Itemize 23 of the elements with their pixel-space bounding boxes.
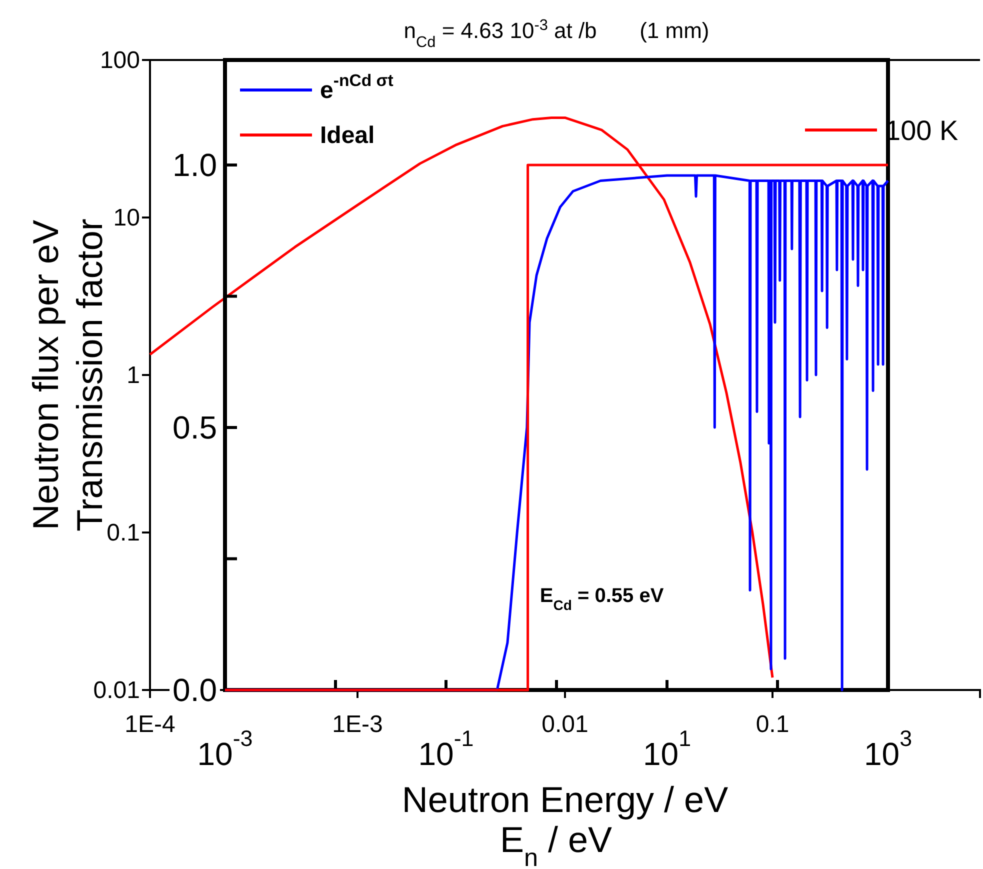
y-tick-label: 0.0	[172, 672, 217, 708]
legend-label: Ideal	[320, 122, 375, 148]
x-tick-label: 0.1	[756, 710, 790, 738]
x-tick-label: 1E-3	[332, 710, 383, 738]
x-tick-label: 10$^{1}$	[642, 726, 692, 772]
chart-title: n$_{Cd}$ = 4.63 10$^{-3}$ at /b (1 mm)	[404, 16, 710, 50]
legend-label: e$^{-nCd σt}$	[320, 71, 394, 104]
x-tick-label: 1E-4	[124, 710, 176, 738]
y-tick-label: 1	[126, 362, 140, 388]
y-tick-label: 0.5	[172, 410, 217, 446]
legend-label: 100 K	[885, 114, 958, 146]
x-tick-label: 10$^{3}$	[864, 726, 912, 772]
x-axis-title: Neutron Energy / eV	[402, 779, 728, 820]
y-tick-label: 0.01	[93, 676, 140, 704]
x-tick-label: 10$^{-1}$	[418, 726, 474, 772]
annotation: E$_{Cd}$ = 0.55 eV	[540, 584, 664, 613]
x-tick-label: 10$^{-3}$	[197, 726, 253, 772]
y-axis-title: Neutron flux per eV	[25, 220, 66, 530]
y-tick-label: 1.0	[172, 147, 217, 183]
y-tick-label: 10	[113, 204, 140, 231]
x-tick-label: 0.01	[542, 710, 588, 738]
y-tick-label: 100	[100, 46, 140, 74]
x-axis-title: E$_{n}$ / eV	[500, 819, 612, 869]
